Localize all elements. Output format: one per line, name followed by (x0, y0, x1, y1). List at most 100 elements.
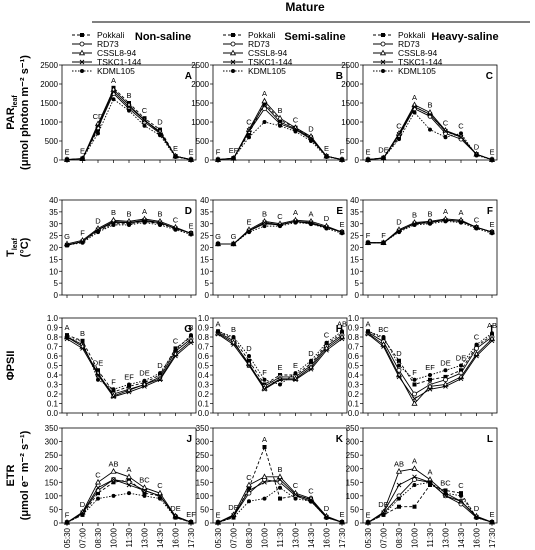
data-point (458, 376, 464, 382)
x-tick-label: 07:00 (380, 527, 389, 548)
y-tick-label: 10 (350, 267, 359, 276)
data-point (231, 241, 236, 246)
data-point (397, 363, 401, 368)
data-point (490, 331, 494, 336)
y-tick-label: 100 (346, 492, 360, 501)
y-tick-label: 30 (350, 220, 359, 229)
data-point (443, 219, 448, 224)
y-tick-label: 2500 (341, 61, 359, 70)
significance-letter: G (231, 232, 237, 241)
significance-letter: E (246, 218, 251, 227)
y-tick-label: 0.2 (47, 390, 59, 399)
data-point (96, 131, 100, 136)
series-KDML105 (65, 220, 193, 248)
x-tick-label: 11:30 (276, 527, 285, 547)
data-point (459, 368, 463, 373)
data-point (412, 504, 417, 509)
y-tick-label: 500 (45, 137, 59, 146)
data-point (397, 137, 401, 142)
data-point (142, 117, 147, 123)
significance-letter: F (80, 228, 85, 237)
data-point (427, 112, 433, 117)
data-point (189, 232, 193, 237)
significance-letter: D (246, 344, 252, 353)
data-point (216, 329, 220, 334)
data-point (142, 491, 147, 496)
significance-letter: AB (108, 459, 118, 468)
data-point (96, 230, 100, 235)
y-tick-label: 0 (355, 291, 360, 300)
data-point (126, 479, 132, 485)
y-tick-label: 0.2 (198, 390, 210, 399)
y-tick-label: 20 (49, 244, 58, 253)
data-point (262, 445, 267, 449)
series-line (66, 479, 192, 523)
data-point (428, 377, 432, 382)
legend-label: CSSL8-94 (97, 48, 136, 58)
data-point (381, 240, 386, 245)
data-point (156, 489, 164, 496)
y-tick-label: 10 (200, 267, 209, 276)
data-point (397, 230, 401, 235)
y-tick-label: 300 (346, 438, 360, 447)
data-point (95, 123, 101, 129)
significance-letter: F (412, 368, 417, 377)
x-tick-label: 08:30 (94, 527, 103, 548)
significance-letter: F (340, 148, 345, 157)
data-point (443, 368, 448, 373)
legend-label: TSKC1-144 (97, 57, 142, 67)
data-point (173, 353, 178, 359)
significance-letter: AB (337, 319, 347, 328)
y-tick-label: 0.6 (198, 352, 210, 361)
significance-letter: C (246, 473, 252, 482)
data-point (412, 391, 417, 397)
x-tick-label: 13:00 (442, 527, 451, 548)
y-tick-label: 10 (49, 267, 58, 276)
y-tick-label: 0.3 (348, 381, 360, 390)
data-point (158, 133, 162, 138)
series-KDML105 (366, 110, 494, 162)
data-point (216, 520, 220, 525)
data-point (459, 220, 463, 225)
x-tick-label: 16:00 (473, 527, 482, 548)
significance-letter: D (308, 349, 314, 358)
y-tick-label: 0.4 (348, 371, 360, 380)
y-tick-label: 0 (355, 156, 360, 165)
legend-marker (229, 49, 237, 56)
significance-letter: EF (186, 510, 196, 519)
data-point (412, 483, 417, 487)
x-tick-label: 10:00 (110, 527, 119, 548)
series-line (367, 330, 493, 381)
column-title-heavy-saline: Heavy-saline (431, 31, 498, 43)
data-point (111, 97, 116, 102)
data-point (458, 498, 464, 504)
y-tick-label: 150 (346, 478, 360, 487)
data-point (188, 340, 194, 346)
significance-letter: B (427, 209, 432, 218)
legend-label: RD73 (248, 39, 270, 49)
plot-grid: PARleaf (μmol photon m⁻² s⁻¹) 050010001500… (5, 30, 498, 548)
y-tick-label: 150 (45, 478, 59, 487)
legend-marker (78, 49, 86, 56)
data-point (411, 400, 418, 406)
x-tick-label: 07:00 (230, 527, 239, 548)
x-tick-label: 17:30 (338, 527, 347, 548)
significance-letter: C (458, 481, 464, 490)
data-point (459, 491, 463, 496)
data-point (412, 222, 417, 227)
significance-letter: D (396, 349, 402, 358)
data-point (324, 340, 329, 345)
data-point (474, 226, 479, 231)
data-point (276, 473, 284, 480)
data-point (293, 129, 298, 134)
series-line (66, 492, 192, 523)
y-tick-label: 1.0 (198, 314, 210, 323)
significance-letter: E (339, 510, 344, 519)
significance-letter: DE (93, 358, 103, 367)
significance-letter: E (489, 220, 494, 229)
significance-letter: E (215, 510, 220, 519)
y-tick-label: 40 (49, 196, 58, 205)
significance-letter: A (262, 89, 267, 98)
